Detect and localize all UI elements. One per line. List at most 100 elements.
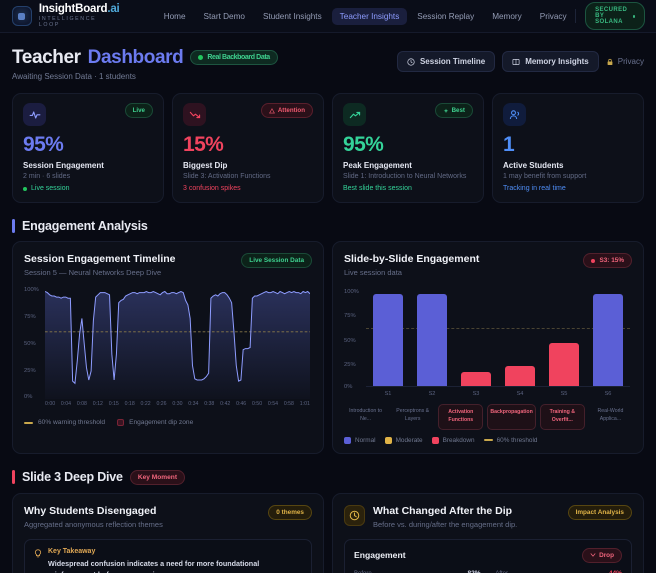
legend-item-threshold: 60% threshold <box>483 436 538 444</box>
stat-value: 95% <box>23 133 64 156</box>
stat-footer: 3 confusion spikes <box>183 185 313 192</box>
trend-down-icon <box>590 553 596 557</box>
bar-wrap[interactable] <box>417 289 447 387</box>
brand-name: InsightBoard <box>38 2 108 15</box>
slide-name-labels: Introduction to Ne... Perceptrons & Layer… <box>344 404 632 430</box>
bar-x-tick: S3 <box>472 391 480 397</box>
bar-wrap[interactable] <box>373 289 403 387</box>
charts-row: Session Engagement Timeline Session 5 — … <box>0 233 656 454</box>
timeline-plot-area <box>45 287 310 399</box>
legend-label: Moderate <box>395 436 423 444</box>
bar-wrap[interactable] <box>461 289 491 387</box>
threshold-line <box>366 328 630 330</box>
trend-down-icon <box>183 103 206 126</box>
privacy-indicator[interactable]: Privacy <box>606 57 644 66</box>
y-tick-50: 50% <box>344 338 356 344</box>
stat-card-peak-engagement[interactable]: Best 95% Peak Engagement Slide 1: Introd… <box>332 93 484 203</box>
before-label: Before <box>354 571 372 573</box>
slide-bar-chart[interactable]: 100% 75% 50% 25% 0% S1 S2 S3 S4 S5 S6 <box>344 289 632 397</box>
bar-S3[interactable] <box>461 372 491 387</box>
callout-title: Key Takeaway <box>48 547 96 555</box>
brand-suffix: .ai <box>107 2 120 15</box>
session-engagement-timeline-panel: Session Engagement Timeline Session 5 — … <box>12 241 324 454</box>
stat-footer-label: 3 confusion spikes <box>183 185 241 192</box>
users-icon <box>503 103 526 126</box>
bar-x-tick: S4 <box>516 391 524 397</box>
live-session-data-badge: Live Session Data <box>241 253 312 268</box>
dip-zone-swatch-icon <box>117 419 125 426</box>
x-tick: 0:30 <box>172 401 183 407</box>
x-tick: 0:08 <box>76 401 87 407</box>
timeline-line-svg <box>45 287 310 399</box>
x-tick: 0:34 <box>188 401 199 407</box>
baseline-axis <box>366 386 630 387</box>
bar-S5[interactable] <box>549 342 579 387</box>
x-tick: 0:38 <box>204 401 215 407</box>
page-header: Teacher Dashboard Real Backboard Data Aw… <box>0 33 656 87</box>
bar-wrap[interactable] <box>593 289 623 387</box>
stat-value: 95% <box>343 133 384 156</box>
panel-title: Slide-by-Slide Engagement <box>344 253 480 265</box>
stat-card-biggest-dip[interactable]: Attention 15% Biggest Dip Slide 3: Activ… <box>172 93 324 203</box>
key-takeaway-callout: Key Takeaway Widespread confusion indica… <box>24 538 312 573</box>
slide-name-S5[interactable]: Training & Overfit... <box>539 404 585 430</box>
timeline-legend: 60% warning threshold Engagement dip zon… <box>24 419 312 426</box>
stat-value: 1 <box>503 133 515 156</box>
before-column: Before 82% <box>354 570 481 573</box>
slide-name-S6[interactable]: Real-World Applica... <box>597 408 624 422</box>
y-tick-100: 100% <box>24 287 39 293</box>
panel-subtitle: Live session data <box>344 268 402 277</box>
brand-logo[interactable]: InsightBoard.ai INTELLIGENCE LOOP <box>12 2 120 28</box>
slide-name-S4[interactable]: Backpropagation <box>487 404 536 430</box>
bar-wrap[interactable] <box>505 289 535 387</box>
stat-card-session-engagement[interactable]: Live 95% Session Engagement 2 min · 6 sl… <box>12 93 164 203</box>
nav-item-privacy[interactable]: Privacy <box>539 11 567 21</box>
drop-badge-label: Drop <box>599 551 614 559</box>
nav-links: Home Start Demo Student Insights Teacher… <box>156 7 575 25</box>
x-tick: 0:22 <box>140 401 151 407</box>
nav-item-teacher-insights[interactable]: Teacher Insights <box>331 7 408 25</box>
page-title-main: Teacher <box>12 47 81 68</box>
nav-item-home[interactable]: Home <box>163 11 186 21</box>
slide-name-S2[interactable]: Perceptrons & Layers <box>396 408 430 422</box>
section-slide-deep-dive: Slide 3 Deep Dive Key Moment <box>0 454 656 485</box>
book-icon <box>512 58 520 65</box>
sparkle-icon <box>443 108 448 113</box>
bar-S4[interactable] <box>505 366 535 387</box>
lightbulb-icon <box>34 548 42 557</box>
legend-item-normal: Normal <box>344 436 376 444</box>
slide-name-S1[interactable]: Introduction to Ne... <box>349 408 382 422</box>
legend-label: 60% threshold <box>496 436 538 444</box>
after-value: 44% <box>609 570 622 573</box>
nav-item-student-insights[interactable]: Student Insights <box>262 11 322 21</box>
timeline-chart[interactable]: 100% 75% 50% 25% 0% 0:00 0:04 0:08 0:12 0:15… <box>24 287 312 407</box>
stat-badge-best: Best <box>434 103 473 118</box>
stat-footer: Best slide this session <box>343 185 473 192</box>
why-students-disengaged-panel: Why Students Disengaged Aggregated anony… <box>12 492 324 573</box>
session-timeline-label: Session Timeline <box>419 57 486 66</box>
legend-item-threshold: 60% warning threshold <box>24 419 105 426</box>
stat-card-active-students[interactable]: 1 Active Students 1 may benefit from sup… <box>492 93 644 203</box>
warning-triangle-icon <box>268 107 275 113</box>
dashed-line-icon <box>483 439 493 442</box>
drop-badge: Drop <box>582 547 622 563</box>
bar-wrap[interactable] <box>549 289 579 387</box>
stat-badge-attention-label: Attention <box>277 107 305 114</box>
x-tick: 1:01 <box>299 401 310 407</box>
bar-legend: Normal Moderate Breakdown 60% threshold <box>344 436 632 444</box>
bar-S2[interactable] <box>417 293 447 387</box>
breakdown-swatch-icon <box>431 436 439 444</box>
x-tick: 0:12 <box>92 401 103 407</box>
nav-item-start-demo[interactable]: Start Demo <box>203 11 245 21</box>
legend-label: Engagement dip zone <box>129 419 194 426</box>
bar-S6[interactable] <box>593 293 623 387</box>
key-moment-badge: Key Moment <box>129 469 186 485</box>
slide-name-S3[interactable]: Activation Functions <box>438 404 484 430</box>
session-timeline-button[interactable]: Session Timeline <box>396 51 496 72</box>
nav-item-memory[interactable]: Memory <box>492 11 522 21</box>
moderate-swatch-icon <box>384 436 392 444</box>
nav-item-session-replay[interactable]: Session Replay <box>417 11 475 21</box>
bar-S1[interactable] <box>373 293 403 387</box>
secured-by-solana-badge[interactable]: SECURED BY SOLANA <box>585 2 645 30</box>
memory-insights-button[interactable]: Memory Insights <box>502 51 599 72</box>
